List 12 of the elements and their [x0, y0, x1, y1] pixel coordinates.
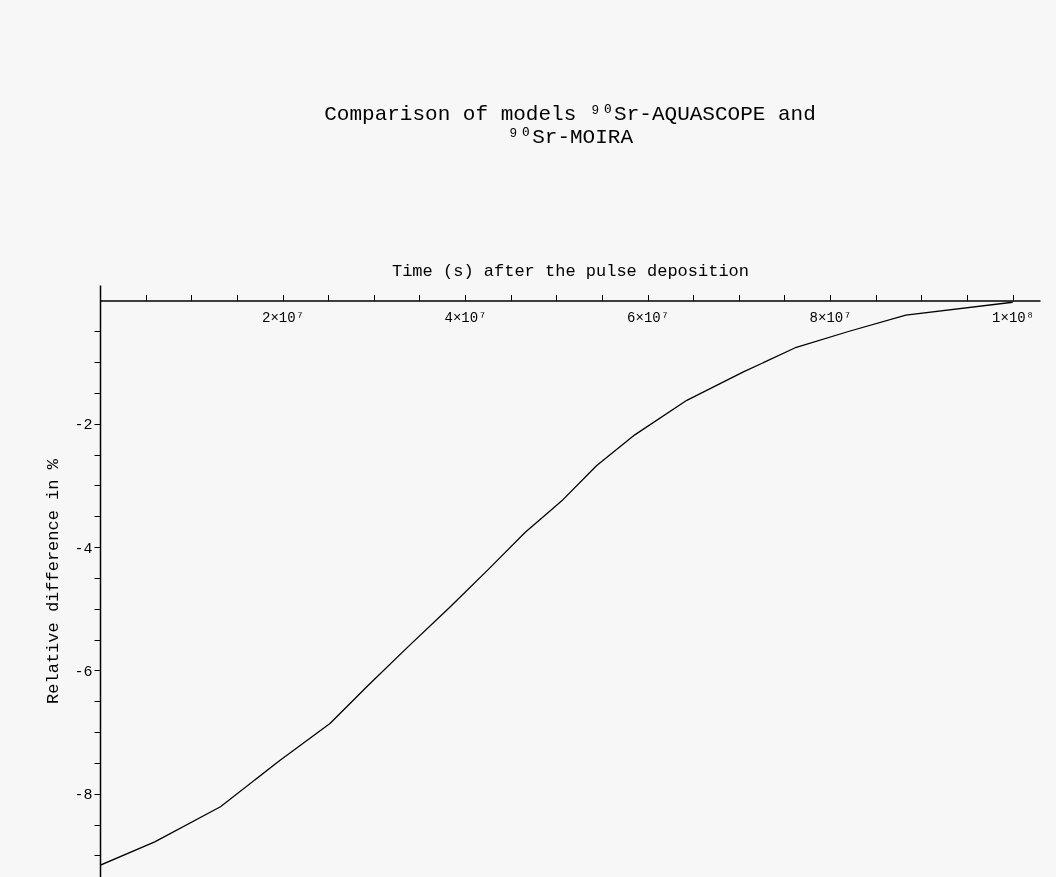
- x-tick-label: 1×10⁸: [992, 309, 1035, 326]
- x-tick-label: 4×10⁷: [444, 309, 487, 326]
- y-tick-label: -2: [74, 417, 93, 435]
- x-tick-label: 2×10⁷: [262, 309, 305, 326]
- y-tick-label: -4: [74, 540, 93, 558]
- y-axis-title: Relative difference in %: [44, 458, 64, 704]
- x-axis-title: Time (s) after the pulse deposition: [391, 262, 750, 282]
- y-tick-label: -8: [74, 787, 93, 805]
- y-tick-label: -6: [74, 663, 93, 681]
- x-tick-label: 6×10⁷: [627, 309, 670, 326]
- x-tick-label: 8×10⁷: [809, 309, 852, 326]
- chart-title: Comparison of models ⁹⁰Sr-AQUASCOPE and ⁹⁰Sr-MOIRA: [324, 102, 816, 149]
